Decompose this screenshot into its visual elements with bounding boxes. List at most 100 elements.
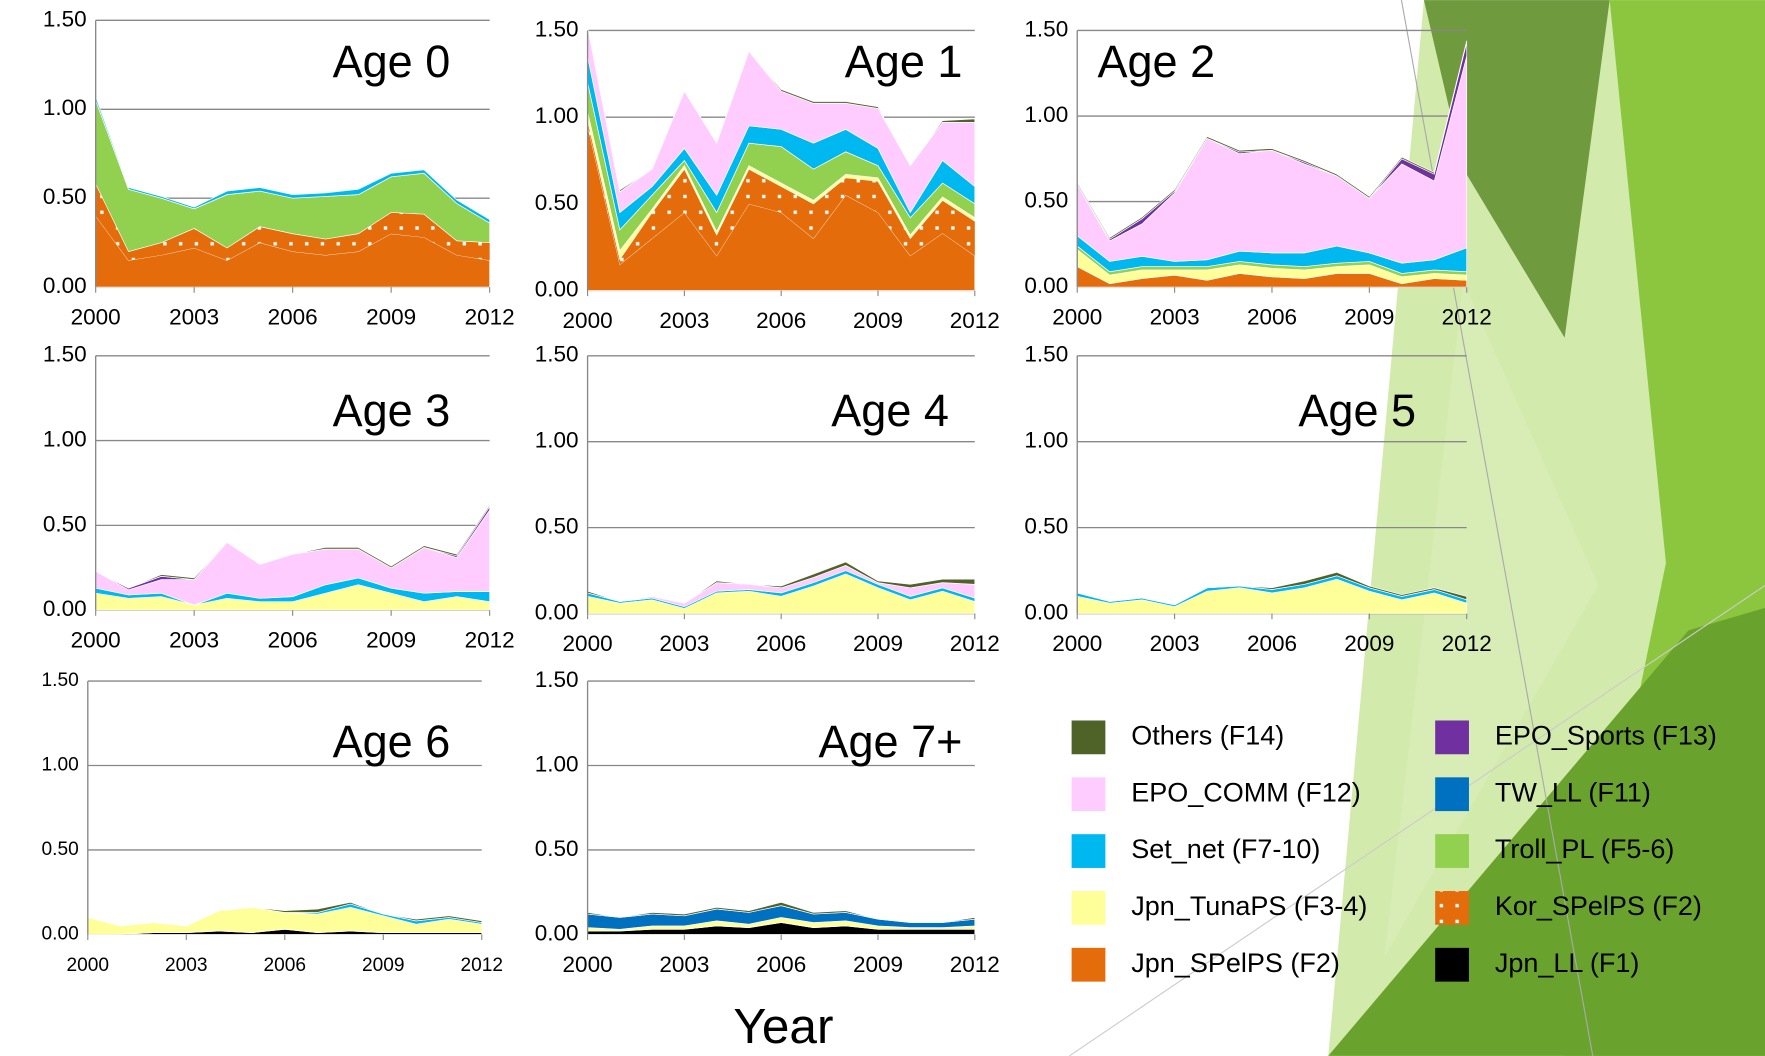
x-tick-label: 2009 <box>366 305 416 330</box>
panel: 0.00 0.50 1.00 1.50 2000 2003 2006 2009 2012 Age … <box>42 670 503 976</box>
x-tick-label: 2009 <box>853 631 903 656</box>
chart-title: Age 6 <box>333 716 451 767</box>
area <box>96 510 490 605</box>
legend-label: Kor_SPelPS (F2) <box>1495 891 1702 921</box>
x-tick-label: 2012 <box>950 631 1000 656</box>
y-tick-label: 1.00 <box>535 751 579 776</box>
legend-label: Jpn_TunaPS (F3-4) <box>1131 891 1367 921</box>
y-tick-label: 0.00 <box>43 273 87 298</box>
x-tick-label: 2009 <box>366 628 416 653</box>
legend-label: EPO_COMM (F12) <box>1131 777 1361 807</box>
x-tick-label: 2006 <box>756 631 806 656</box>
y-tick-label: 1.50 <box>1024 342 1068 367</box>
y-tick-label: 1.50 <box>535 667 579 692</box>
x-tick-label: 2012 <box>1442 305 1492 330</box>
page: {"x_label": "Year", "legend": [ {"name":… <box>0 0 1765 1056</box>
x-tick-label: 2012 <box>460 955 503 976</box>
x-tick-label: 2009 <box>1344 631 1394 656</box>
y-tick-label: 0.00 <box>535 920 579 945</box>
y-tick-label: 1.00 <box>1024 428 1068 453</box>
y-tick-label: 1.00 <box>42 755 79 776</box>
y-tick-label: 0.50 <box>42 839 79 860</box>
x-tick-label: 2000 <box>67 955 110 976</box>
chart-title: Age 1 <box>845 36 963 87</box>
legend-label: Jpn_LL (F1) <box>1495 948 1640 978</box>
x-tick-label: 2003 <box>165 955 208 976</box>
x-tick-label: 2012 <box>465 305 515 330</box>
legend-swatch <box>1072 948 1106 982</box>
x-tick-label: 2000 <box>563 952 613 977</box>
y-tick-label: 1.00 <box>43 427 87 452</box>
x-tick-label: 2009 <box>362 955 405 976</box>
y-tick-label: 0.00 <box>43 596 87 621</box>
x-axis-title: Year <box>733 999 833 1054</box>
legend-label: EPO_Sports (F13) <box>1495 721 1717 751</box>
legend-label: TW_LL (F11) <box>1495 777 1651 807</box>
x-tick-label: 2003 <box>169 305 219 330</box>
x-tick-label: 2006 <box>1247 631 1297 656</box>
x-tick-label: 2009 <box>853 308 903 333</box>
x-tick-label: 2000 <box>71 628 121 653</box>
x-tick-label: 2000 <box>563 631 613 656</box>
x-tick-label: 2006 <box>268 305 318 330</box>
x-tick-label: 2006 <box>268 628 318 653</box>
y-tick-label: 0.50 <box>43 184 87 209</box>
y-tick-label: 0.00 <box>1024 600 1068 625</box>
x-tick-label: 2006 <box>756 952 806 977</box>
x-tick-label: 2000 <box>1052 631 1102 656</box>
legend-label: Set_net (F7-10) <box>1131 834 1320 864</box>
y-tick-label: 0.50 <box>535 836 579 861</box>
y-tick-label: 1.50 <box>43 342 87 367</box>
x-tick-label: 2003 <box>169 628 219 653</box>
x-tick-label: 2009 <box>1344 305 1394 330</box>
y-tick-label: 1.50 <box>42 670 79 691</box>
x-tick-label: 2000 <box>71 305 121 330</box>
y-tick-label: 0.00 <box>42 923 79 944</box>
y-tick-label: 0.00 <box>535 600 579 625</box>
chart-title: Age 2 <box>1097 36 1215 87</box>
legend-swatch <box>1072 834 1106 868</box>
x-tick-label: 2003 <box>659 308 709 333</box>
x-tick-label: 2006 <box>264 955 307 976</box>
panel: 0.00 0.50 1.00 1.50 2000 2003 2006 2009 2012 Age … <box>535 16 1000 333</box>
y-tick-label: 1.50 <box>1024 16 1068 41</box>
chart-title: Age 7+ <box>818 716 962 767</box>
y-tick-label: 1.00 <box>535 428 579 453</box>
y-tick-label: 1.00 <box>1024 102 1068 127</box>
legend-label: Troll_PL (F5-6) <box>1495 834 1675 864</box>
x-tick-label: 2003 <box>1150 631 1200 656</box>
x-tick-label: 2003 <box>1150 305 1200 330</box>
chart-title: Age 4 <box>831 385 949 436</box>
legend-label: Others (F14) <box>1131 721 1284 751</box>
x-tick-label: 2012 <box>950 952 1000 977</box>
legend-swatch <box>1435 834 1469 868</box>
y-tick-label: 0.00 <box>535 276 579 301</box>
legend-swatch <box>1072 891 1106 925</box>
y-tick-label: 1.00 <box>535 103 579 128</box>
x-tick-label: 2003 <box>659 631 709 656</box>
legend-label: Jpn_SPelPS (F2) <box>1131 948 1340 978</box>
x-tick-label: 2006 <box>756 308 806 333</box>
legend-swatch <box>1435 948 1469 982</box>
y-tick-label: 0.50 <box>1024 188 1068 213</box>
x-tick-label: 2012 <box>950 308 1000 333</box>
x-tick-label: 2012 <box>465 628 515 653</box>
x-tick-label: 2006 <box>1247 305 1297 330</box>
x-tick-label: 2000 <box>563 308 613 333</box>
chart-title: Age 0 <box>333 36 451 87</box>
x-tick-label: 2009 <box>853 952 903 977</box>
y-tick-label: 0.50 <box>1024 514 1068 539</box>
y-tick-label: 1.50 <box>535 16 579 41</box>
y-tick-label: 1.00 <box>43 95 87 120</box>
legend-swatch <box>1072 720 1106 754</box>
legend-swatch <box>1435 720 1469 754</box>
chart-title: Age 3 <box>333 385 451 436</box>
x-tick-label: 2000 <box>1052 305 1102 330</box>
legend-swatch <box>1072 777 1106 811</box>
y-tick-label: 0.50 <box>535 190 579 215</box>
chart-title: Age 5 <box>1298 385 1416 436</box>
